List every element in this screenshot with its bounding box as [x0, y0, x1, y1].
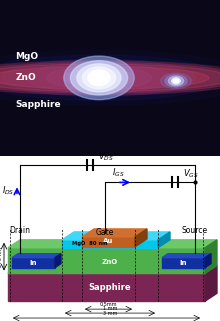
Ellipse shape: [173, 79, 179, 83]
Ellipse shape: [0, 61, 220, 95]
Text: In: In: [179, 260, 187, 265]
Ellipse shape: [75, 71, 123, 84]
Polygon shape: [8, 248, 205, 273]
Text: Drain: Drain: [9, 226, 31, 235]
Ellipse shape: [91, 73, 107, 83]
Ellipse shape: [0, 64, 220, 92]
Ellipse shape: [172, 78, 180, 84]
Ellipse shape: [165, 75, 187, 87]
Text: 1 mm: 1 mm: [103, 306, 117, 311]
Ellipse shape: [26, 63, 172, 93]
Ellipse shape: [0, 55, 220, 100]
Polygon shape: [135, 229, 147, 247]
Text: ZnO: ZnO: [15, 73, 36, 82]
Text: Sapphire: Sapphire: [15, 100, 61, 109]
Ellipse shape: [168, 76, 184, 86]
Polygon shape: [12, 258, 55, 267]
Polygon shape: [205, 240, 217, 273]
Text: 3 mm: 3 mm: [103, 311, 117, 316]
Polygon shape: [162, 258, 205, 267]
Polygon shape: [205, 265, 217, 301]
Text: 270 nm: 270 nm: [0, 247, 3, 267]
Text: $V_{DS}$: $V_{DS}$: [98, 150, 114, 163]
Polygon shape: [205, 254, 211, 267]
Text: Sapphire: Sapphire: [89, 283, 131, 292]
Ellipse shape: [82, 67, 116, 89]
Text: MgO: MgO: [15, 52, 38, 61]
Ellipse shape: [46, 66, 152, 90]
Polygon shape: [62, 232, 170, 240]
Text: $I_{GS}$: $I_{GS}$: [112, 167, 125, 179]
Polygon shape: [8, 240, 217, 248]
Polygon shape: [8, 265, 217, 273]
Text: ZnO: ZnO: [102, 259, 118, 265]
Text: Au: Au: [103, 238, 113, 244]
Text: Gate: Gate: [96, 228, 114, 237]
Ellipse shape: [70, 61, 128, 95]
Polygon shape: [8, 273, 205, 301]
Polygon shape: [82, 229, 147, 237]
Polygon shape: [62, 240, 158, 248]
Polygon shape: [82, 237, 135, 247]
Text: Source: Source: [182, 226, 208, 235]
Ellipse shape: [0, 66, 209, 90]
Ellipse shape: [2, 59, 196, 97]
Polygon shape: [55, 254, 61, 267]
Text: $V_{GS}$: $V_{GS}$: [183, 168, 199, 180]
Ellipse shape: [64, 56, 134, 100]
Polygon shape: [12, 254, 61, 258]
Ellipse shape: [88, 70, 110, 86]
Ellipse shape: [0, 51, 220, 105]
Text: In: In: [29, 260, 37, 265]
Ellipse shape: [161, 73, 191, 89]
Text: 0.5mm: 0.5mm: [100, 302, 117, 307]
Text: $I_{DS}$: $I_{DS}$: [2, 184, 15, 196]
Ellipse shape: [77, 64, 121, 92]
Polygon shape: [162, 254, 211, 258]
Ellipse shape: [63, 69, 135, 87]
Polygon shape: [158, 232, 170, 248]
Ellipse shape: [0, 62, 220, 93]
Text: MgO  80 nm: MgO 80 nm: [72, 241, 108, 246]
